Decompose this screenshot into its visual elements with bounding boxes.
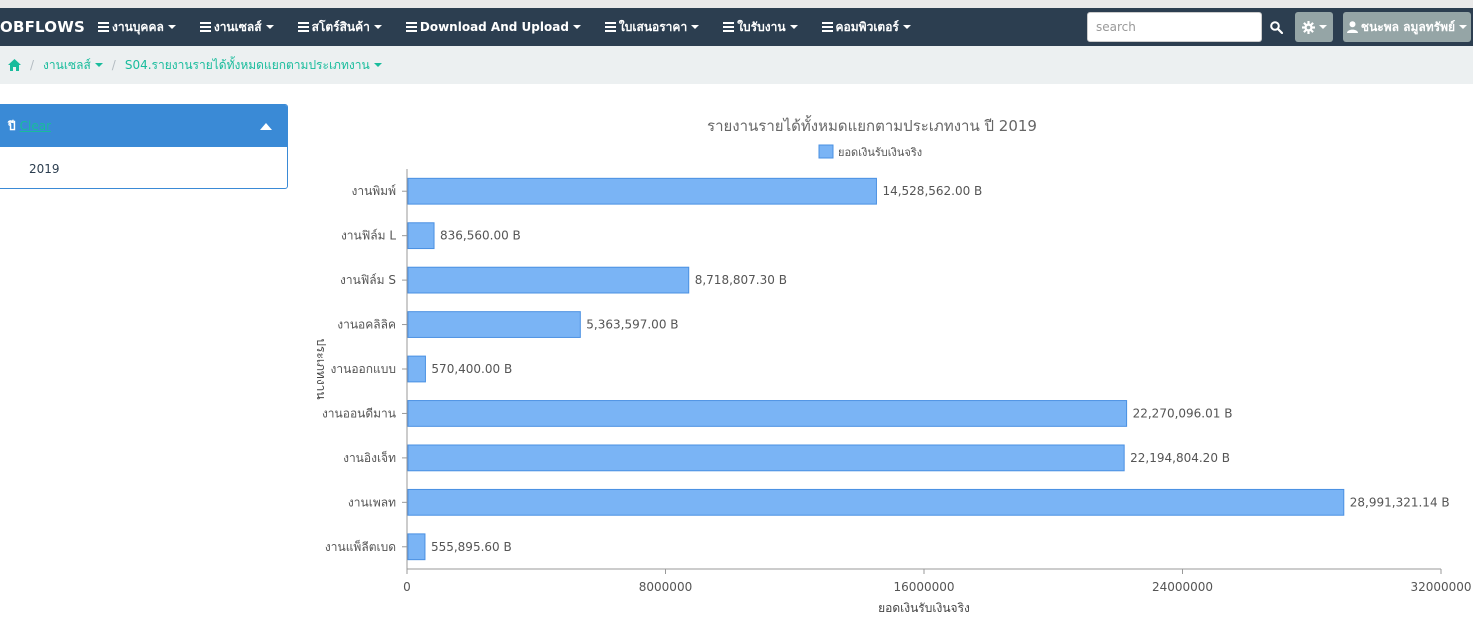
year-filter-header: ปี Clear [0,105,287,147]
user-name: ชนะพล ลมูลทรัพย์ [1360,19,1456,34]
gear-icon [1301,20,1315,34]
list-icon [297,22,309,32]
bar-value-label: 14,528,562.00 B [882,184,982,198]
bar-value-label: 8,718,807.30 B [695,273,787,287]
x-tick-label: 8000000 [639,580,692,594]
menu-item-store[interactable]: สโตร์สินค้า [286,8,394,46]
bar[interactable] [407,177,877,205]
menu-item-label: งานเซลส์ [213,19,262,34]
collapse-up-icon[interactable] [259,120,273,132]
menu-item-label: ใบเสนอราคา [618,19,688,34]
category-label: งานฟิล์ม L [341,229,396,243]
plot-area: 0 8000000 16000000 24000000 32000000 งานพิมพ์… [322,169,1472,594]
bar[interactable] [407,222,435,250]
breadcrumb-label: S04.รายงานรายได้ทั้งหมดแยกตามประเภทงาน [124,57,370,72]
bar-value-label: 570,400.00 B [431,362,512,376]
bar[interactable] [407,488,1345,516]
breadcrumb-home[interactable] [8,59,21,71]
settings-dropdown-button[interactable] [1295,12,1333,42]
bar-value-label: 555,895.60 B [431,540,512,554]
menu-item-personnel[interactable]: งานบุคคล [86,8,188,46]
caret-down-icon [572,25,581,29]
browser-top-strip [0,0,1473,8]
menu-item-job-receipt[interactable]: ใบรับงาน [711,8,809,46]
legend-label: ยอดเงินรับเงินจริง [838,146,922,159]
category-label: งานออนดีมาน [322,406,396,420]
bar[interactable] [407,266,690,294]
x-axis-title: ยอดเงินรับเงินจริง [878,601,970,615]
caret-down-icon [902,25,911,29]
brand-logo[interactable]: OBFLOWS [0,18,85,36]
bar-value-label: 5,363,597.00 B [586,318,678,332]
legend-swatch[interactable] [818,144,834,159]
bar[interactable] [407,311,581,338]
caret-down-icon [691,25,700,29]
menu-item-download-upload[interactable]: Download And Upload [394,8,593,46]
caret-down-icon [373,63,382,67]
category-label: งานอิงเจ็ท [343,450,396,465]
user-icon [1346,21,1358,33]
breadcrumb-separator: / [111,58,116,72]
list-icon [821,22,833,32]
bar-value-label: 836,560.00 B [440,229,521,243]
home-icon [8,59,21,71]
search-icon [1269,20,1283,34]
category-label: งานเพลท [348,495,396,509]
caret-down-icon [789,25,798,29]
x-tick-label: 16000000 [893,580,954,594]
caret-down-icon [373,25,382,29]
menu-item-label: ใบรับงาน [737,19,786,34]
x-tick-label: 0 [403,580,411,594]
bar[interactable] [407,533,426,561]
caret-down-icon [1459,25,1468,29]
caret-down-icon [94,63,103,67]
list-icon [723,22,735,32]
breadcrumb-separator: / [30,58,35,72]
bar-value-label: 22,194,804.20 B [1130,451,1230,465]
menu-item-label: งานบุคคล [112,19,164,34]
bar[interactable] [407,400,1128,427]
menu-item-quotation[interactable]: ใบเสนอราคา [593,8,711,46]
category-label: งานพิมพ์ [351,184,396,198]
chart-title: รายงานรายได้ทั้งหมดแยกตามประเภทงาน ปี 20… [707,115,1037,135]
bar-value-label: 28,991,321.14 B [1350,495,1450,509]
bar[interactable] [407,355,426,383]
x-tick-label: 24000000 [1152,580,1213,594]
breadcrumb-label: งานเซลส์ [43,57,91,72]
list-icon [98,22,109,32]
caret-down-icon [265,25,274,29]
user-menu-button[interactable]: ชนะพล ลมูลทรัพย์ [1343,12,1471,42]
category-label: งานออกแบบ [331,362,396,376]
breadcrumb: / งานเซลส์ / S04.รายงานรายได้ทั้งหมดแยกต… [0,46,1473,84]
list-icon [199,22,211,32]
category-label: งานแพ็ลีตเบด [325,539,396,554]
bar[interactable] [407,444,1125,472]
year-filter-title: ปี [8,118,16,133]
menu-item-label: คอมพิวเตอร์ [835,19,899,34]
top-navbar: OBFLOWS งานบุคคล งานเซลส์ สโตร์สินค้า Do… [0,8,1473,46]
year-filter-options: 2019 [0,147,287,176]
caret-down-icon [167,25,176,29]
year-option-2019[interactable]: 2019 [29,162,60,176]
menu-item-sales[interactable]: งานเซลส์ [188,8,286,46]
list-icon [405,22,417,32]
x-tick-label: 32000000 [1410,580,1471,594]
search-input[interactable] [1087,12,1262,42]
caret-down-icon [1318,25,1327,29]
year-filter-panel: ปี Clear 2019 [0,104,288,189]
list-icon [604,22,616,32]
category-label: งานฟิล์ม S [340,273,396,287]
menu-item-computer[interactable]: คอมพิวเตอร์ [810,8,923,46]
main-menu: งานบุคคล งานเซลส์ สโตร์สินค้า Download A… [86,8,923,46]
menu-item-label: Download And Upload [419,20,569,34]
bar-value-label: 22,270,096.01 B [1133,406,1233,420]
breadcrumb-item-sales[interactable]: งานเซลส์ [43,56,103,75]
menu-item-label: สโตร์สินค้า [311,19,370,34]
revenue-bar-chart: รายงานรายได้ทั้งหมดแยกตามประเภทงาน ปี 20… [314,115,1472,615]
breadcrumb-item-report[interactable]: S04.รายงานรายได้ทั้งหมดแยกตามประเภทงาน [125,56,382,75]
category-label: งานอคลิลิค [337,318,396,332]
y-axis-title: ประเภทงาน [314,338,328,399]
search-button[interactable] [1264,12,1288,42]
clear-filter-link[interactable]: Clear [19,119,52,133]
